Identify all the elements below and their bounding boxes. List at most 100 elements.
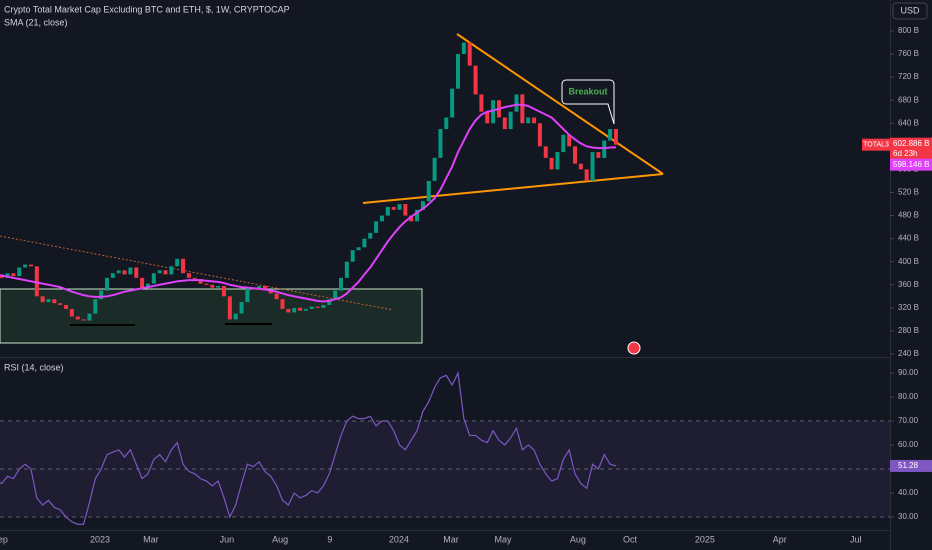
- x-tick-label: Jul: [850, 534, 862, 544]
- candle: [608, 129, 613, 141]
- y-tick-label: 400 B: [898, 257, 919, 266]
- candle: [362, 238, 367, 248]
- y-tick-label: 440 B: [898, 234, 919, 243]
- triangle-lower: [362, 173, 664, 204]
- candle: [105, 277, 109, 291]
- x-tick-label: 9: [327, 534, 332, 544]
- candle: [69, 309, 74, 317]
- y-tick-label: 360 B: [898, 280, 919, 289]
- candle: [573, 146, 577, 164]
- candle: [368, 232, 373, 239]
- candle: [532, 117, 537, 124]
- currency-box[interactable]: [892, 2, 928, 20]
- rsi-band: [0, 421, 890, 518]
- y-tick-label: 760 B: [898, 49, 919, 58]
- candle: [450, 88, 455, 118]
- candle: [233, 313, 238, 320]
- candle: [374, 221, 379, 233]
- x-tick-label: Mar: [143, 534, 159, 544]
- price-label: 602.886 B: [893, 139, 929, 148]
- candle: [40, 296, 45, 303]
- x-tick-label: 2023: [90, 534, 110, 544]
- sma-legend: SMA (21, close): [4, 17, 68, 27]
- x-tick-label: 2025: [695, 534, 715, 544]
- candle: [356, 247, 361, 251]
- candle: [526, 117, 531, 124]
- candle: [134, 267, 139, 278]
- candle: [157, 270, 162, 274]
- candle: [502, 117, 507, 130]
- candle: [140, 277, 145, 288]
- candle: [491, 100, 496, 124]
- y-tick-label: 70.00: [898, 416, 919, 425]
- candle: [520, 94, 525, 124]
- candle: [385, 206, 390, 216]
- sma-label: 598.146 B: [893, 160, 929, 169]
- candle: [198, 279, 203, 284]
- candle: [268, 290, 273, 294]
- candle: [543, 146, 548, 158]
- candle: [245, 287, 250, 303]
- x-tick-label: Mar: [443, 534, 459, 544]
- currency[interactable]: USD: [900, 5, 920, 15]
- candle: [262, 285, 267, 291]
- price-label-box: [890, 137, 932, 160]
- y-tick-label: 30.00: [898, 512, 919, 521]
- candle: [303, 309, 308, 311]
- candle: [584, 169, 589, 181]
- candle: [514, 94, 519, 112]
- candle: [151, 273, 156, 284]
- candle: [415, 209, 420, 222]
- y-tick-label: 240 B: [898, 349, 919, 358]
- y-tick-label: 720 B: [898, 72, 919, 81]
- trend-line: [0, 235, 394, 311]
- candle: [321, 304, 326, 308]
- candle: [28, 264, 33, 267]
- triangle-upper: [456, 33, 664, 175]
- candle: [555, 152, 560, 170]
- candle: [52, 299, 57, 304]
- event-icon[interactable]: [627, 341, 641, 355]
- candle: [613, 129, 618, 145]
- candle: [327, 299, 332, 305]
- x-tick-label: Oct: [623, 534, 638, 544]
- x-tick-label: 2024: [389, 534, 409, 544]
- candle: [309, 306, 314, 310]
- candle: [461, 42, 466, 55]
- candle: [34, 266, 39, 297]
- candle: [292, 307, 297, 313]
- candle: [204, 283, 209, 285]
- candle: [590, 152, 595, 181]
- candle: [75, 316, 80, 320]
- candle: [350, 250, 355, 262]
- candle: [397, 204, 402, 210]
- candle: [567, 134, 572, 147]
- candle: [216, 285, 221, 288]
- candle: [239, 302, 244, 314]
- candle: [432, 157, 437, 181]
- x-tick-label: Jun: [220, 534, 235, 544]
- candle: [181, 258, 186, 274]
- y-tick-label: 640 B: [898, 118, 919, 127]
- x-tick-label: May: [495, 534, 513, 544]
- candle: [467, 42, 472, 66]
- candle: [169, 266, 174, 275]
- candle: [315, 306, 320, 308]
- candle: [339, 277, 343, 291]
- candle: [578, 163, 583, 170]
- candle: [333, 290, 338, 300]
- candle: [298, 307, 303, 311]
- y-tick-label: 480 B: [898, 211, 919, 220]
- x-tick-label: ep: [0, 534, 8, 544]
- candle: [485, 111, 490, 124]
- candle: [23, 264, 28, 268]
- candle: [420, 201, 425, 210]
- candle: [58, 303, 63, 305]
- rsi-line: [0, 370, 617, 525]
- candle: [391, 206, 396, 210]
- callout: [561, 79, 615, 125]
- candle: [379, 215, 384, 222]
- candle: [549, 157, 554, 170]
- candle: [344, 261, 349, 278]
- x-tick-label: Apr: [773, 534, 787, 544]
